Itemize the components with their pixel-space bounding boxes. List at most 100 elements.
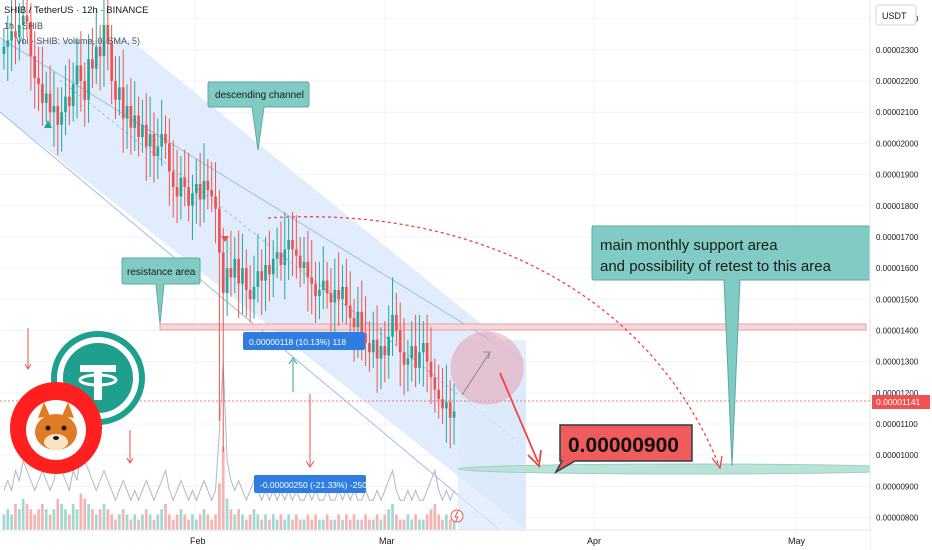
volume-bar (441, 519, 444, 530)
candle-body (221, 252, 225, 294)
resistance-area-callout (121, 257, 201, 325)
candle-body (441, 399, 444, 409)
candle-body (25, 15, 29, 22)
y-tick-label: 0.00001100 (876, 420, 918, 429)
volume-bar (229, 509, 233, 530)
candle-body (291, 240, 294, 250)
volume-bar (395, 514, 398, 530)
volume-bar (448, 519, 452, 530)
volume-bar (187, 519, 190, 530)
y-tick-label: 0.00001300 (876, 358, 919, 367)
candle-body (402, 352, 406, 365)
candle-body (64, 96, 67, 113)
candle-body (102, 24, 106, 57)
candle-body (202, 180, 206, 200)
volume-bar (294, 514, 298, 530)
candle-body (360, 311, 364, 334)
candle-body (264, 265, 267, 281)
volume-bar (183, 514, 187, 530)
volume-bar (256, 514, 260, 530)
candle-body (371, 339, 375, 353)
candle-body (14, 31, 17, 38)
candle-body (10, 31, 13, 41)
flash-icon[interactable] (450, 509, 464, 523)
volume-bar (171, 519, 175, 530)
volume-bar (452, 514, 456, 530)
volume-bar (179, 509, 183, 530)
volume-bar (106, 509, 110, 530)
volume-bar (345, 514, 348, 530)
y-tick-label: 0.00001200 (876, 389, 919, 398)
candle-body (60, 112, 63, 125)
candle-body (333, 289, 337, 303)
y-tick-label: 0.00002000 (876, 139, 919, 148)
y-tick-label: 0.00001800 (876, 202, 919, 211)
drop-arrow-head (527, 449, 542, 468)
volume-bar (194, 519, 198, 530)
volume-bar (221, 446, 225, 530)
candle-body (418, 352, 421, 368)
volume-bar (302, 519, 306, 530)
volume-bar (406, 514, 410, 530)
flash-icon-bolt (454, 510, 459, 522)
measure-up-label: 0.00000118 (10.13%) 118 (249, 337, 346, 347)
candle-body (87, 59, 90, 100)
candle-body (437, 389, 441, 400)
price-axis[interactable] (870, 0, 932, 550)
volume-bar (333, 519, 337, 530)
support-zone (457, 463, 923, 475)
candle-body (233, 258, 237, 278)
y-tick-label: 0.00002100 (876, 108, 919, 117)
volume-bar (252, 509, 256, 530)
candle-body (160, 134, 164, 147)
candle-body (287, 240, 290, 250)
candle-body (125, 106, 129, 119)
volume-legend[interactable]: Vol · SHIB: Volume, 0, SMA, 5) (16, 36, 140, 46)
currency-badge-box[interactable] (875, 4, 917, 26)
currency-badge[interactable]: USDT (882, 11, 907, 21)
volume-bar (279, 514, 283, 530)
candle-body (341, 286, 344, 300)
volume-bar (64, 509, 67, 530)
volume-bar (156, 514, 160, 530)
volume-bar (33, 514, 37, 530)
volume-bars (2, 446, 456, 530)
support-area-label-2: and possibility of retest to this area (600, 258, 832, 275)
volume-bar (2, 514, 6, 530)
candle-body (383, 346, 387, 356)
volume-bar (321, 519, 325, 530)
candle-body (52, 106, 56, 113)
candle-body (214, 196, 217, 209)
volume-bar (175, 514, 179, 530)
volume-bar (341, 519, 344, 530)
volume-bar (310, 519, 314, 530)
candle-body (129, 106, 133, 128)
volume-bar (94, 514, 98, 530)
candle-body (410, 346, 414, 359)
candle-body (168, 143, 171, 172)
candle-body (252, 286, 256, 300)
volume-bar (164, 504, 167, 530)
volume-bar (241, 514, 244, 530)
volume-bar (210, 519, 214, 530)
candle-body (179, 177, 183, 197)
candle-body (421, 342, 425, 353)
descending-channel-callout (207, 81, 310, 151)
volume-bar (421, 519, 425, 530)
candle-body (29, 21, 33, 57)
candle-body (106, 24, 110, 44)
candle-body (210, 190, 214, 197)
x-tick-may: May (788, 536, 806, 546)
volume-bar (348, 519, 352, 530)
volume-bar (137, 519, 140, 530)
volume-bar (268, 519, 271, 530)
candle-body (348, 305, 352, 318)
symbol-title[interactable]: SHIB / TetherUS · 12h · BINANCE (4, 5, 149, 16)
time-axis[interactable] (0, 530, 870, 550)
volume-bar (410, 519, 414, 530)
volume-bar (271, 514, 275, 530)
volume-bar (260, 519, 264, 530)
volume-bar (206, 514, 210, 530)
candle-body (271, 258, 275, 275)
